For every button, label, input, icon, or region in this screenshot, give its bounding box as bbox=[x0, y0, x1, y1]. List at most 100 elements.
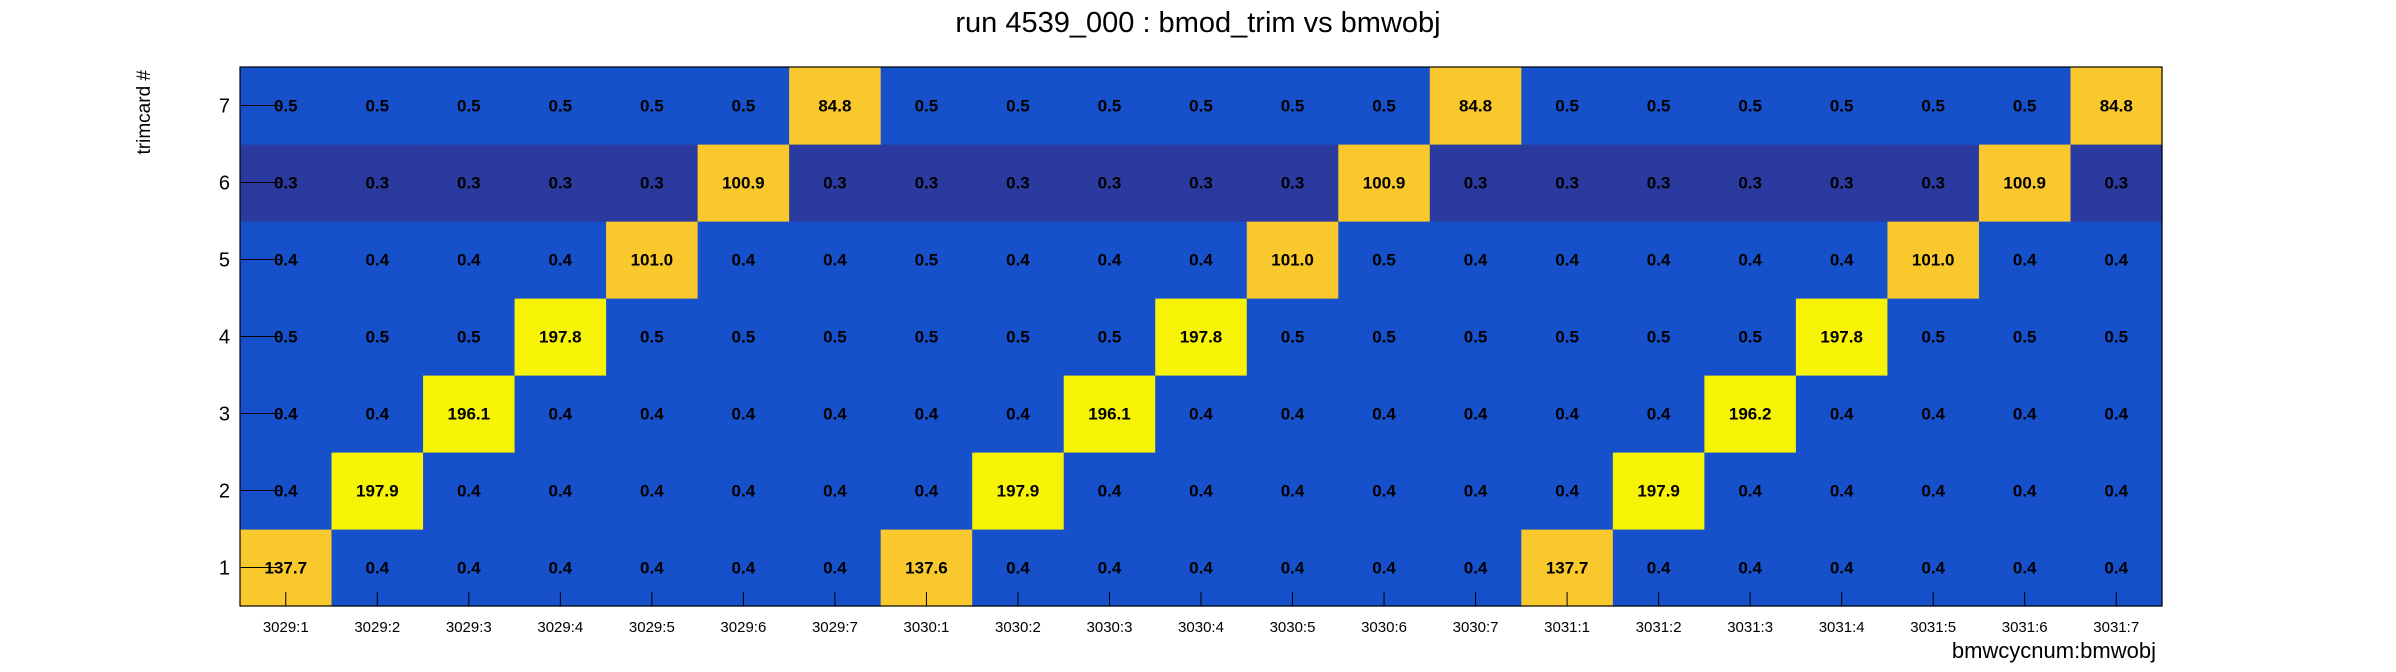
cell-value-label: 137.7 bbox=[1546, 559, 1589, 578]
heatmap-cell bbox=[697, 144, 790, 222]
heatmap-cell bbox=[1338, 375, 1431, 453]
cell-value-label: 196.2 bbox=[1729, 405, 1772, 424]
cell-value-label: 0.5 bbox=[1738, 328, 1762, 347]
heatmap-cell bbox=[1429, 144, 1522, 222]
heatmap-cell bbox=[880, 221, 973, 299]
cell-value-label: 0.5 bbox=[457, 97, 481, 116]
cell-value-label: 0.5 bbox=[915, 251, 939, 270]
heatmap-cell bbox=[880, 144, 973, 222]
cell-value-label: 0.3 bbox=[640, 174, 664, 193]
heatmap-cell bbox=[514, 144, 607, 222]
x-tick-label: 3029:2 bbox=[354, 619, 400, 636]
cell-value-label: 100.9 bbox=[2003, 174, 2046, 193]
heatmap-cell bbox=[1612, 144, 1705, 222]
heatmap-cell bbox=[1063, 144, 1156, 222]
cell-value-label: 0.5 bbox=[457, 328, 481, 347]
cell-value-label: 0.5 bbox=[1647, 328, 1671, 347]
heatmap-cell bbox=[1704, 221, 1797, 299]
heatmap-cell bbox=[606, 67, 699, 145]
heatmap-cell bbox=[1978, 298, 2072, 376]
cell-value-label: 0.4 bbox=[1647, 405, 1671, 424]
heatmap-cell bbox=[1521, 298, 1614, 376]
cell-value-label: 0.4 bbox=[1006, 251, 1030, 270]
heatmap-cell bbox=[2070, 298, 2163, 376]
heatmap-cell bbox=[972, 221, 1065, 299]
y-tick-label: 1 bbox=[219, 558, 230, 580]
x-tick-label: 3029:3 bbox=[446, 619, 492, 636]
heatmap-cell bbox=[1887, 298, 1980, 376]
heatmap-cell bbox=[2070, 452, 2163, 530]
cell-value-label: 0.5 bbox=[1464, 328, 1488, 347]
x-tick-label: 3029:4 bbox=[537, 619, 583, 636]
heatmap-cell bbox=[1978, 221, 2072, 299]
heatmap-cell bbox=[1887, 452, 1980, 530]
heatmap-cell bbox=[1063, 221, 1156, 299]
cell-value-label: 0.5 bbox=[2013, 328, 2037, 347]
cell-value-label: 0.4 bbox=[1830, 482, 1854, 501]
heatmap-cell bbox=[1338, 67, 1431, 145]
cell-value-label: 0.5 bbox=[1098, 97, 1122, 116]
heatmap-cell bbox=[972, 144, 1065, 222]
cell-value-label: 0.4 bbox=[274, 482, 298, 501]
heatmap-cell bbox=[331, 67, 424, 145]
cell-value-label: 0.4 bbox=[1738, 251, 1762, 270]
cell-value-label: 0.4 bbox=[1098, 482, 1122, 501]
heatmap-cell bbox=[880, 67, 973, 145]
cell-value-label: 0.4 bbox=[1921, 559, 1945, 578]
heatmap-cell bbox=[1429, 298, 1522, 376]
cell-value-label: 0.4 bbox=[2104, 251, 2128, 270]
cell-value-label: 0.4 bbox=[1281, 405, 1305, 424]
cell-value-label: 0.4 bbox=[365, 251, 389, 270]
y-tick-label: 7 bbox=[219, 96, 230, 118]
heatmap-cell bbox=[1795, 298, 1889, 376]
cell-value-label: 0.4 bbox=[365, 559, 389, 578]
cell-value-label: 0.4 bbox=[2013, 251, 2037, 270]
cell-value-label: 0.4 bbox=[640, 559, 664, 578]
heatmap-cell bbox=[1887, 67, 1980, 145]
x-tick-label: 3030:1 bbox=[903, 619, 949, 636]
cell-value-label: 0.4 bbox=[549, 482, 573, 501]
cell-value-label: 0.5 bbox=[2104, 328, 2128, 347]
cell-value-label: 0.4 bbox=[915, 405, 939, 424]
cell-value-label: 197.8 bbox=[539, 328, 582, 347]
heatmap-cell bbox=[1246, 298, 1339, 376]
cell-value-label: 0.4 bbox=[640, 405, 664, 424]
heatmap-cell bbox=[1155, 144, 1248, 222]
heatmap-cell bbox=[1612, 67, 1705, 145]
heatmap-cell bbox=[1429, 67, 1522, 145]
cell-value-label: 101.0 bbox=[1912, 251, 1955, 270]
heatmap-cell bbox=[1155, 221, 1248, 299]
cell-value-label: 0.4 bbox=[365, 405, 389, 424]
heatmap-cell bbox=[697, 67, 790, 145]
cell-value-label: 0.3 bbox=[2104, 174, 2128, 193]
heatmap-cell bbox=[1063, 67, 1156, 145]
cell-value-label: 0.4 bbox=[549, 559, 573, 578]
y-tick-label: 3 bbox=[219, 404, 230, 426]
cell-value-label: 0.3 bbox=[1006, 174, 1030, 193]
heatmap-cell bbox=[2070, 375, 2163, 453]
cell-value-label: 0.4 bbox=[457, 559, 481, 578]
cell-value-label: 0.3 bbox=[1281, 174, 1305, 193]
heatmap-cell bbox=[2070, 221, 2163, 299]
cell-value-label: 0.4 bbox=[1555, 482, 1579, 501]
axis-ticks bbox=[240, 105, 2117, 606]
x-tick-label: 3029:6 bbox=[720, 619, 766, 636]
heatmap-cell bbox=[423, 298, 516, 376]
cell-value-label: 197.8 bbox=[1820, 328, 1863, 347]
heatmap-cell bbox=[1155, 375, 1248, 453]
x-tick-labels: 3029:1 3029:2 3029:3 3029:4 3029:5 3029:6 3029… bbox=[263, 619, 2139, 636]
cell-value-label: 0.4 bbox=[823, 482, 847, 501]
heatmap-cell bbox=[880, 298, 973, 376]
heatmap-cell bbox=[1063, 375, 1156, 453]
cell-value-label: 0.5 bbox=[1372, 328, 1396, 347]
cell-value-label: 0.5 bbox=[732, 97, 756, 116]
cell-value-label: 197.9 bbox=[1637, 482, 1680, 501]
cell-value-label: 0.5 bbox=[1189, 97, 1213, 116]
heatmap-cell bbox=[331, 144, 424, 222]
cell-value-label: 0.3 bbox=[365, 174, 389, 193]
cell-value-label: 0.3 bbox=[1830, 174, 1854, 193]
cell-value-label: 0.4 bbox=[2104, 482, 2128, 501]
heatmap-cell bbox=[331, 375, 424, 453]
cell-value-label: 84.8 bbox=[818, 97, 851, 116]
heatmap-cell bbox=[1795, 221, 1889, 299]
